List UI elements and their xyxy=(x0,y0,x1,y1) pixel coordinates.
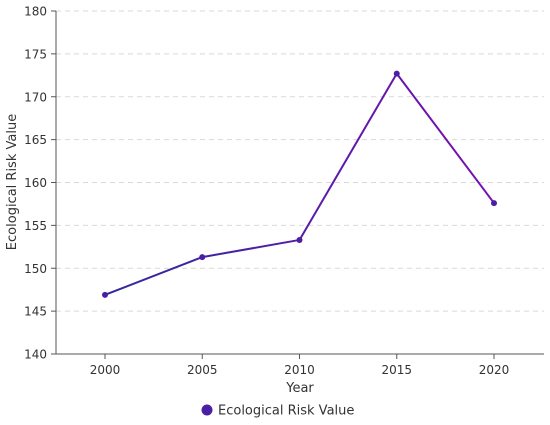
x-tick-label-2005: 2005 xyxy=(187,363,218,377)
y-tick-label-175: 175 xyxy=(24,47,47,61)
data-point-2020[interactable] xyxy=(491,200,497,207)
y-tick-label-165: 165 xyxy=(24,133,47,147)
x-tick-label-2000: 2000 xyxy=(90,363,121,377)
x-axis-ticks: 2000 2005 2010 2015 2020 xyxy=(90,354,510,377)
data-point-2015[interactable] xyxy=(393,70,400,77)
legend[interactable]: Ecological Risk Value xyxy=(201,404,355,419)
y-tick-label-170: 170 xyxy=(24,90,47,104)
y-axis-title: Ecological Risk Value xyxy=(5,114,20,250)
grid-lines xyxy=(56,10,544,312)
y-tick-label-150: 150 xyxy=(24,262,47,276)
x-axis-title: Year xyxy=(285,381,314,396)
y-tick-label-145: 145 xyxy=(24,305,47,319)
y-tick-label-155: 155 xyxy=(24,219,47,233)
data-point-2000[interactable] xyxy=(102,291,108,298)
series-line xyxy=(104,72,495,296)
legend-marker xyxy=(201,404,213,416)
data-point-2005[interactable] xyxy=(199,254,206,261)
legend-label: Ecological Risk Value xyxy=(218,404,354,419)
y-tick-label-160: 160 xyxy=(24,176,47,190)
y-tick-label-140: 140 xyxy=(24,348,47,362)
x-tick-label-2020: 2020 xyxy=(479,363,510,377)
y-tick-label-180: 180 xyxy=(24,5,47,19)
data-point-2010[interactable] xyxy=(296,236,303,243)
series-ecological-risk-value xyxy=(102,70,497,298)
x-tick-label-2015: 2015 xyxy=(381,363,412,377)
y-axis-ticks: 140 145 150 155 160 165 170 175 180 xyxy=(24,5,56,362)
x-tick-label-2010: 2010 xyxy=(284,363,315,377)
